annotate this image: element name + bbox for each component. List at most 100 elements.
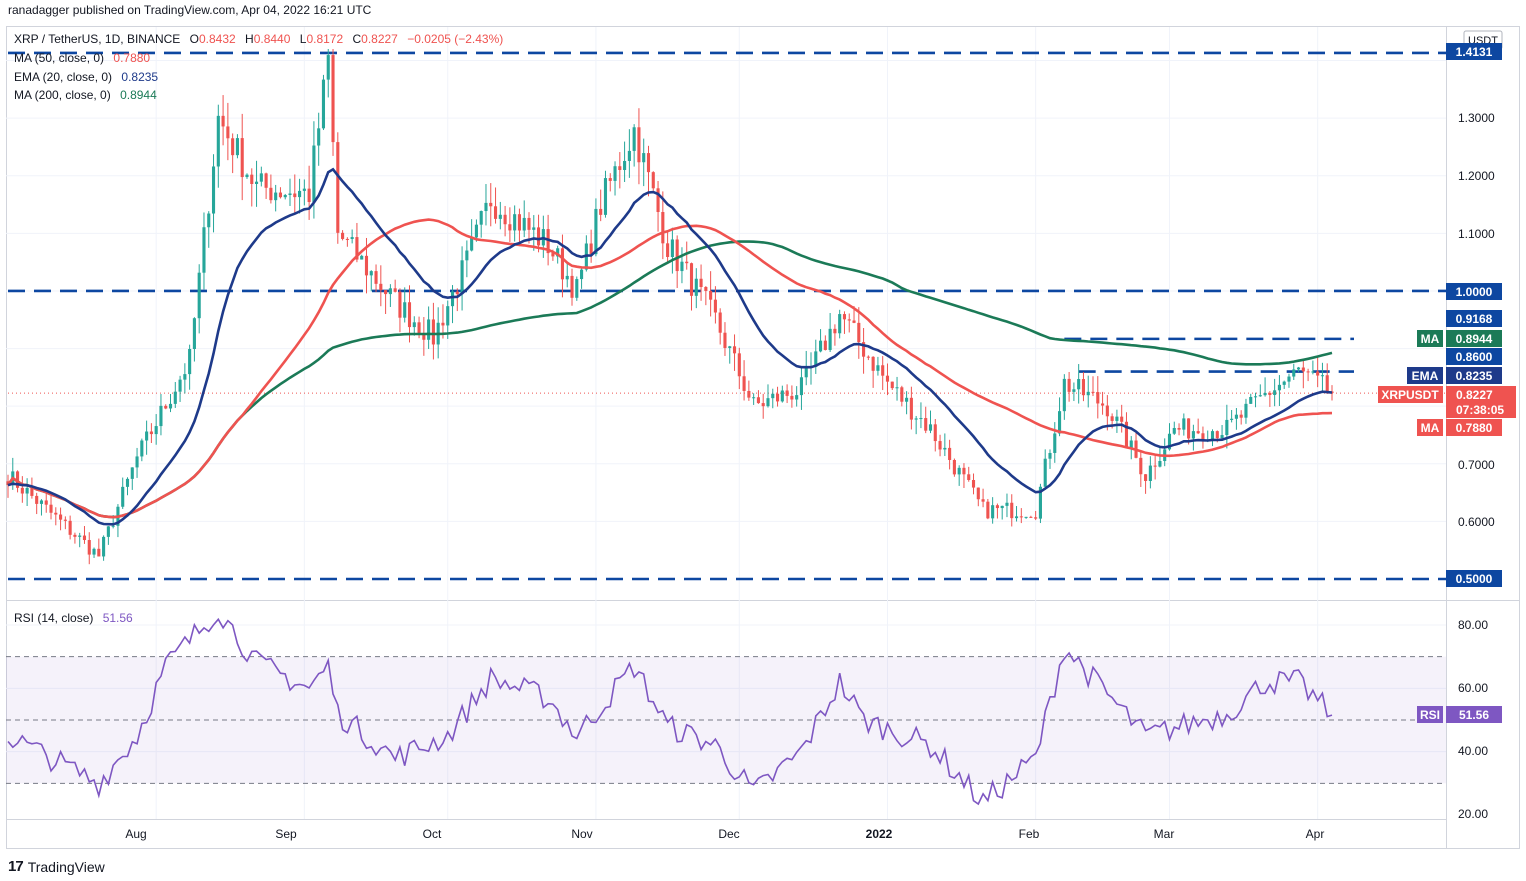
candle-body (594, 208, 598, 255)
price-label-ma200[interactable]: MA 0.8944 (1417, 330, 1502, 347)
candle-body (321, 79, 326, 129)
candle (1306, 368, 1310, 382)
candle (1043, 449, 1047, 491)
candle-body (164, 405, 168, 409)
candle-body (785, 390, 789, 396)
time-label: Nov (571, 827, 592, 841)
horizontal-levels[interactable] (8, 51, 1446, 581)
candle (599, 189, 603, 222)
candle (221, 95, 225, 146)
candle-body (1144, 474, 1148, 481)
price-label-ema20[interactable]: EMA 0.8235 (1407, 367, 1502, 384)
candle (1158, 447, 1162, 468)
legend-rsi[interactable]: RSI (14, close) 51.56 (14, 611, 133, 625)
candle (384, 289, 388, 315)
candle (627, 129, 631, 178)
candle-body (1086, 391, 1090, 396)
candle (685, 241, 689, 270)
candle (1067, 371, 1071, 402)
candle (895, 376, 899, 401)
candle-body (1316, 371, 1320, 376)
price-label-0-8600[interactable]: 0.8600 (1446, 348, 1502, 365)
candle-body (1273, 390, 1277, 395)
candle-body (1306, 371, 1310, 373)
tradingview-brand[interactable]: 17 TradingView (8, 858, 105, 875)
candle-body (1072, 389, 1076, 392)
candle-body (1301, 367, 1305, 372)
candle (952, 458, 956, 477)
candle (1072, 382, 1076, 402)
price-label-1-0000[interactable]: 1.0000 (1446, 283, 1502, 300)
candle-body (154, 426, 158, 435)
legend-ema20[interactable]: EMA (20, close, 0) 0.8235 (14, 70, 158, 84)
candle (1301, 358, 1305, 389)
candle-body (565, 275, 569, 280)
candle (914, 415, 918, 435)
candle-body (862, 342, 866, 357)
candle (632, 124, 636, 167)
candle (403, 287, 407, 323)
candle (537, 214, 541, 253)
candle (814, 339, 818, 374)
candle (1153, 453, 1157, 480)
candle-body (484, 202, 488, 212)
candle-body (235, 138, 239, 156)
candle-body (589, 243, 593, 255)
candle-body (632, 127, 636, 151)
rsi-path (7, 617, 1333, 806)
rsi-axis-label[interactable]: RSI 51.56 (1417, 706, 1502, 723)
legend-ma200[interactable]: MA (200, close, 0) 0.8944 (14, 88, 157, 102)
publisher-line: ranadagger published on TradingView.com,… (8, 3, 372, 17)
candle-body (398, 291, 402, 318)
candle-body (73, 534, 77, 537)
candle (857, 307, 861, 359)
candle (73, 532, 77, 544)
candle-body (833, 328, 837, 334)
candle (608, 173, 612, 192)
candle (197, 264, 201, 334)
candle-body (384, 290, 388, 295)
price-label-0-9168[interactable]: 0.9168 (1446, 310, 1502, 327)
legend-ma50-label: MA (50, close, 0) (14, 51, 104, 65)
candle (97, 538, 101, 557)
candle-body (379, 283, 383, 291)
candle (709, 271, 713, 317)
legend-ma50[interactable]: MA (50, close, 0) 0.7880 (14, 51, 150, 65)
candle (489, 183, 493, 227)
candle (948, 439, 952, 470)
candle (1210, 429, 1215, 447)
candle-body (1277, 384, 1281, 391)
candle (924, 406, 928, 434)
price-label-ma50[interactable]: MA 0.7880 (1417, 419, 1502, 436)
candle (1325, 363, 1329, 394)
candle (661, 191, 665, 260)
candle-body (503, 214, 507, 225)
candle (938, 434, 942, 457)
candle-body (666, 243, 670, 257)
candle (699, 264, 703, 301)
candle-body (427, 319, 431, 340)
candle-body (952, 459, 956, 475)
candle-body (149, 431, 153, 435)
candle (508, 207, 512, 242)
candle-body (995, 505, 999, 509)
candle-body (422, 333, 426, 340)
candle-body (455, 291, 459, 295)
price-label-0-5000[interactable]: 0.5000 (1446, 570, 1502, 587)
candle-body (775, 393, 780, 402)
price-label-last[interactable]: XRPUSDT 0.8227 07:38:05 (1378, 386, 1516, 418)
price-label-1-4131[interactable]: 1.4131 (1446, 43, 1502, 60)
candle-body (866, 356, 870, 358)
candle-body (570, 275, 574, 298)
candle (742, 360, 746, 401)
candle (1144, 474, 1148, 494)
candle-body (522, 217, 526, 231)
candle (145, 420, 149, 455)
candle (1163, 438, 1167, 467)
candle-body (1091, 391, 1095, 393)
rsi-band (6, 656, 1446, 784)
candle-body (747, 390, 751, 398)
candle (321, 74, 326, 131)
candle-body (603, 178, 608, 215)
